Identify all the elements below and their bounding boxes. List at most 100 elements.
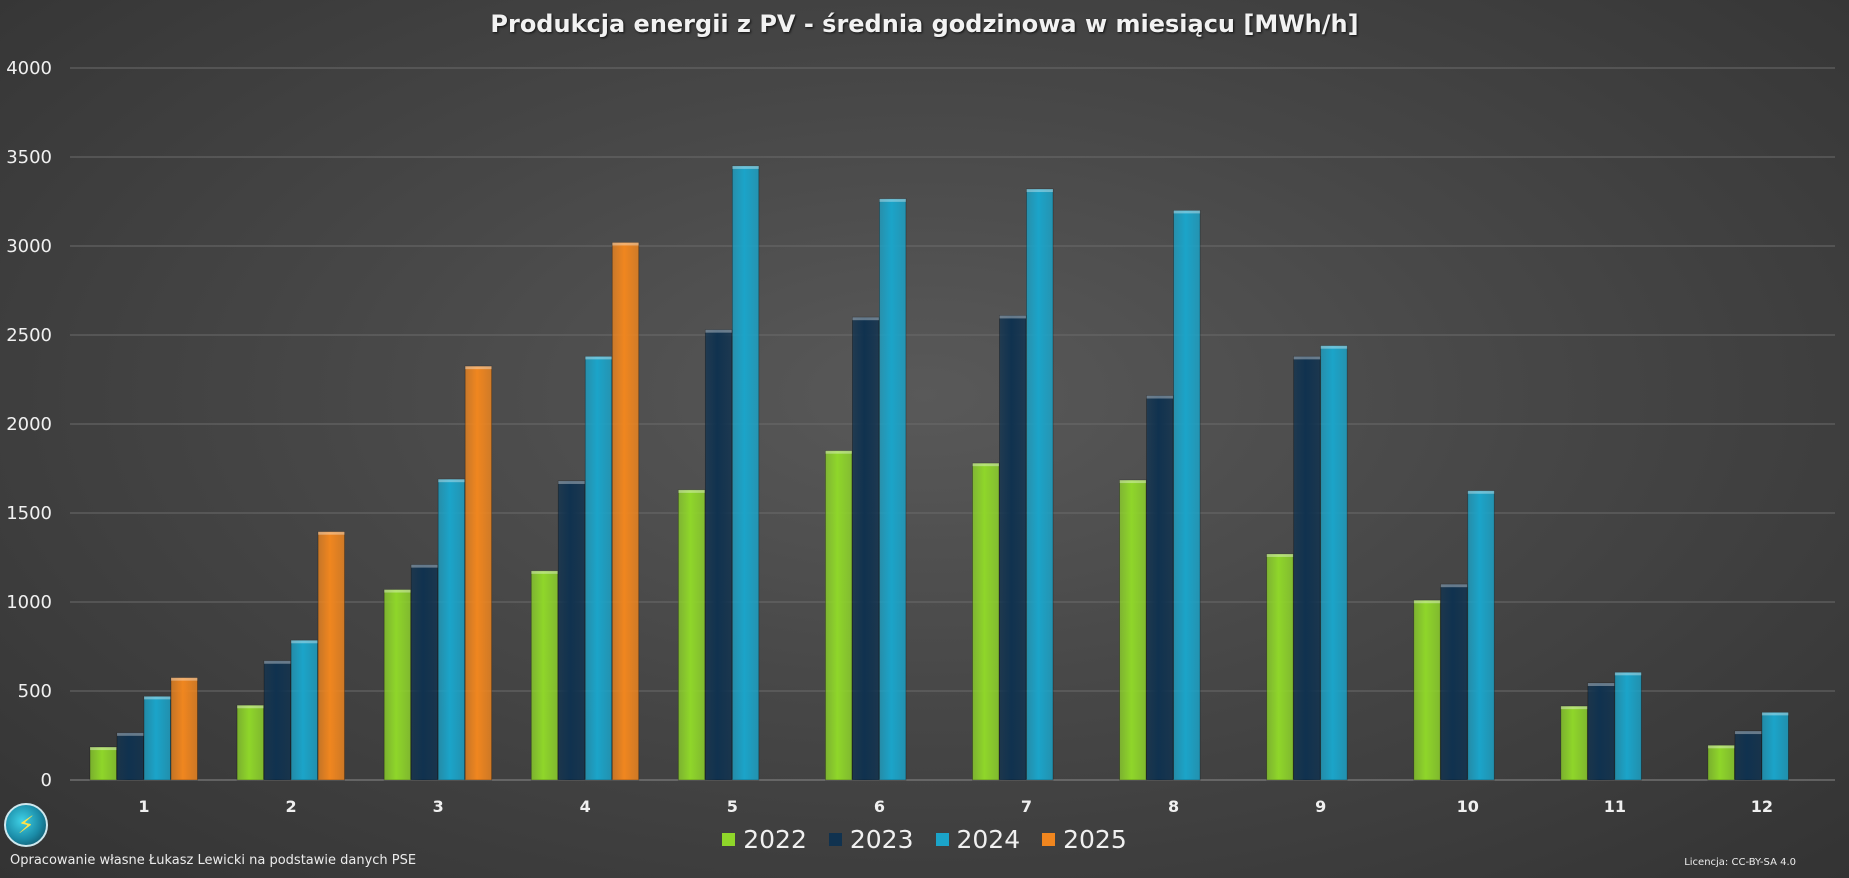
y-tick-label: 2000 (6, 414, 52, 435)
x-tick-label: 11 (1604, 797, 1626, 816)
bar-2023-9 (1293, 355, 1321, 781)
y-tick-label: 1500 (6, 503, 52, 524)
bar-cap (852, 317, 879, 321)
bar-2024-10 (1467, 490, 1495, 781)
bar-2022-12 (1707, 744, 1735, 781)
bar-cap (678, 489, 705, 493)
bar-2024-2 (290, 639, 318, 781)
bar-cap (1119, 480, 1147, 484)
legend-item-2025: 2025 (1042, 825, 1127, 854)
x-tick-label: 12 (1751, 797, 1773, 816)
bar-2024-9 (1320, 345, 1348, 781)
y-tick-label: 3000 (6, 236, 52, 257)
legend-label: 2025 (1063, 825, 1127, 854)
x-tick-label: 5 (727, 797, 738, 816)
bar-cap (531, 570, 558, 574)
y-tick-label: 0 (41, 770, 52, 791)
bar-cap (612, 242, 639, 246)
bar-cap (90, 747, 117, 751)
bar-2023-7 (999, 315, 1027, 781)
source-note: Opracowanie własne Łukasz Lewicki na pod… (10, 853, 417, 868)
bar-cap (171, 677, 198, 681)
bar-cap (1707, 745, 1735, 749)
bar-cap (1734, 731, 1762, 735)
bar-cap (972, 463, 999, 467)
bar-cap (558, 480, 585, 484)
bar-2024-5 (731, 165, 760, 781)
bar-cap (144, 696, 171, 700)
bar-2023-3 (410, 564, 439, 781)
gridlines (70, 67, 1835, 781)
bar-2023-4 (557, 480, 586, 781)
bar-2022-5 (677, 489, 706, 781)
bar-cap (999, 315, 1026, 319)
legend-label: 2024 (956, 825, 1021, 854)
bar-cap (1614, 672, 1642, 676)
bar-cap (732, 165, 759, 169)
bar-2024-3 (437, 478, 466, 781)
bar-cap (237, 705, 264, 709)
bar-2023-6 (852, 316, 880, 781)
bar-cap (825, 450, 852, 454)
x-tick-label: 4 (580, 797, 591, 816)
y-tick-label: 1000 (6, 592, 52, 613)
legend-swatch (828, 833, 842, 846)
bar-cap (411, 564, 438, 568)
bar-2022-7 (972, 462, 1000, 781)
legend-item-2022: 2022 (722, 825, 807, 854)
bar-cap (117, 732, 144, 736)
x-tick-label: 3 (433, 797, 444, 816)
bar-2024-7 (1026, 188, 1054, 781)
y-tick-label: 2500 (6, 325, 52, 346)
legend-item-2024: 2024 (935, 825, 1021, 854)
x-tick-label: 2 (286, 797, 297, 816)
x-tick-label: 8 (1168, 797, 1179, 816)
bar-2022-6 (825, 450, 853, 781)
bar-cap (1467, 490, 1495, 494)
bar-2024-8 (1173, 209, 1201, 781)
y-tick-label: 3500 (6, 147, 52, 168)
bar-2022-3 (383, 589, 412, 781)
bar-cap (1587, 682, 1615, 686)
bar-2023-5 (704, 329, 733, 781)
bar-cap (291, 640, 318, 644)
legend-swatch (935, 833, 949, 846)
bar-2025-4 (611, 242, 640, 781)
legend-item-2023: 2023 (828, 825, 914, 854)
bar-cap (318, 531, 345, 535)
bar-2024-6 (879, 198, 907, 781)
bar-cap (879, 198, 906, 202)
bar-cap (1146, 395, 1174, 399)
bar-cap (1173, 210, 1201, 214)
bar-2022-11 (1560, 705, 1588, 781)
bar-2022-8 (1119, 479, 1147, 781)
bar-cap (1560, 706, 1588, 710)
bar-2023-11 (1587, 682, 1615, 781)
x-axis-ticks: 1 2 3 4 5 6 7 8 9 10 11 12 (138, 797, 1773, 816)
bar-cap (705, 329, 732, 333)
bar-cap (264, 660, 291, 664)
bar-2023-1 (116, 732, 144, 781)
legend-label: 2022 (743, 825, 807, 854)
bar-2024-1 (143, 695, 171, 781)
legend: 2022 2023 2024 2025 (0, 825, 1849, 854)
legend-swatch (722, 833, 736, 846)
bar-2022-9 (1266, 553, 1294, 781)
x-tick-label: 10 (1457, 797, 1479, 816)
chart-title: Produkcja energii z PV - średnia godzino… (490, 10, 1359, 38)
bar-2023-10 (1440, 583, 1468, 781)
bar-2025-3 (464, 365, 493, 781)
bar-2025-2 (317, 531, 345, 781)
y-tick-label: 500 (18, 681, 52, 702)
y-tick-label: 4000 (6, 58, 52, 79)
x-tick-label: 7 (1021, 797, 1032, 816)
legend-swatch (1042, 833, 1056, 846)
bar-cap (438, 479, 465, 483)
bar-2024-4 (584, 355, 613, 781)
bar-cap (1413, 600, 1441, 604)
bar-2022-10 (1413, 599, 1441, 781)
logo-lightning-icon: ⚡ (4, 803, 48, 847)
x-tick-label: 6 (874, 797, 885, 816)
x-tick-label: 9 (1315, 797, 1326, 816)
